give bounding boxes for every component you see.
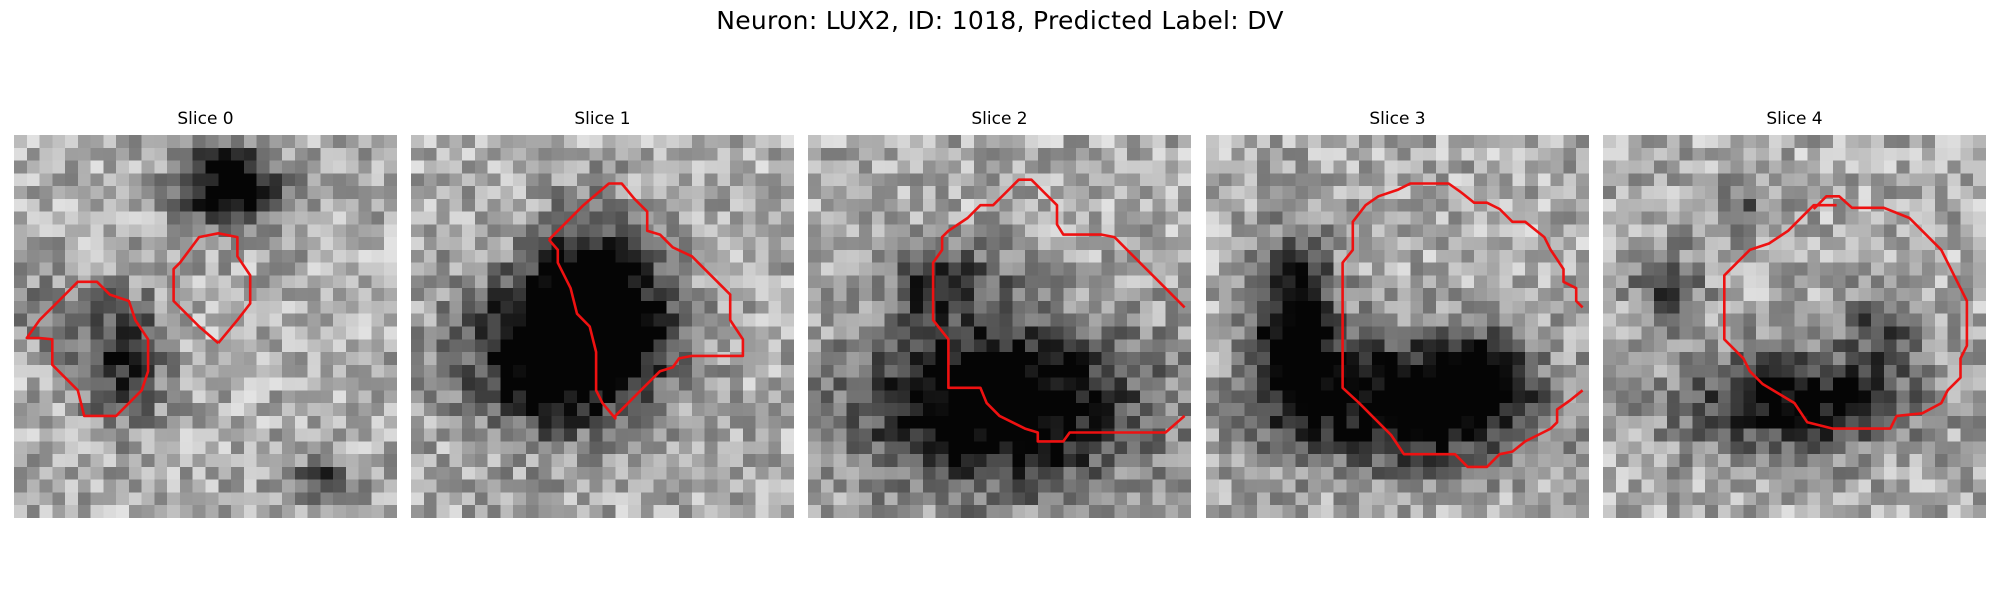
roi-contour-0 [1723,194,1969,430]
roi-contour-0 [547,182,745,420]
panel-title: Slice 1 [574,109,631,129]
grayscale-slice [14,135,397,518]
panel-title: Slice 2 [971,109,1028,129]
grayscale-slice [411,135,794,518]
roi-contour-overlay [25,232,252,418]
micrograph-image [808,135,1191,518]
roi-contour-0 [25,280,150,418]
grayscale-slice [1603,135,1986,518]
roi-contour-0 [931,178,1186,443]
panel-title: Slice 4 [1766,109,1823,129]
roi-contour-overlay [547,182,745,420]
roi-contour-overlay [1341,182,1584,469]
roi-contour-overlay [931,178,1186,443]
micrograph-image [14,135,397,518]
figure-title: Neuron: LUX2, ID: 1018, Predicted Label:… [716,6,1284,35]
roi-contour-1 [172,232,252,345]
micrograph-image [1206,135,1589,518]
panel-title: Slice 3 [1369,109,1426,129]
micrograph-image [411,135,794,518]
roi-contour-overlay [1723,194,1969,430]
panel-title: Slice 0 [177,109,234,129]
grayscale-slice [1206,135,1589,518]
roi-contour-0 [1341,182,1584,469]
micrograph-image [1603,135,1986,518]
